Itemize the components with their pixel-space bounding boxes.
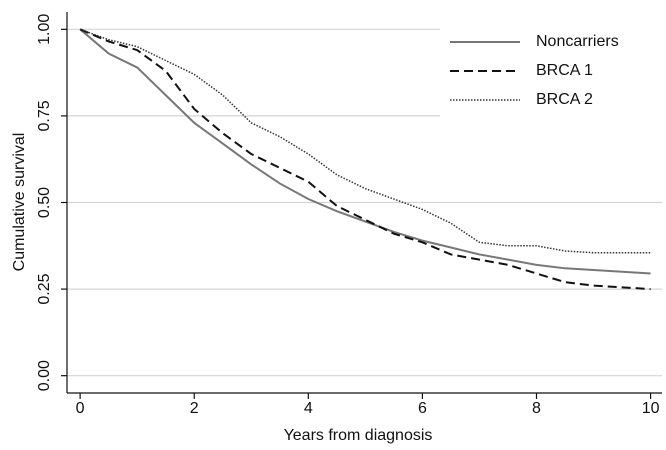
legend-label: BRCA 2 <box>536 91 593 108</box>
legend-label: Noncarriers <box>536 33 619 50</box>
x-tick-label: 4 <box>304 400 313 417</box>
legend: Noncarriers BRCA 1 BRCA 2 <box>440 12 662 118</box>
y-tick-label: 0.00 <box>36 360 53 391</box>
x-tick-label: 2 <box>190 400 199 417</box>
y-axis-label: Cumulative survival <box>11 133 28 272</box>
survival-curve <box>79 28 651 291</box>
y-tick-label: 1.00 <box>36 14 53 45</box>
y-tick-label: 0.75 <box>36 100 53 131</box>
x-tick-label: 6 <box>418 400 427 417</box>
x-tick-label: 0 <box>76 400 85 417</box>
legend-label: BRCA 1 <box>536 62 593 79</box>
survival-curve <box>79 28 651 275</box>
survival-curve <box>79 28 651 254</box>
y-tick-label: 0.25 <box>36 273 53 304</box>
y-tick-label: 0.50 <box>36 187 53 218</box>
x-tick-label: 10 <box>642 400 660 417</box>
x-axis-label: Years from diagnosis <box>284 427 433 444</box>
x-tick-label: 8 <box>532 400 541 417</box>
